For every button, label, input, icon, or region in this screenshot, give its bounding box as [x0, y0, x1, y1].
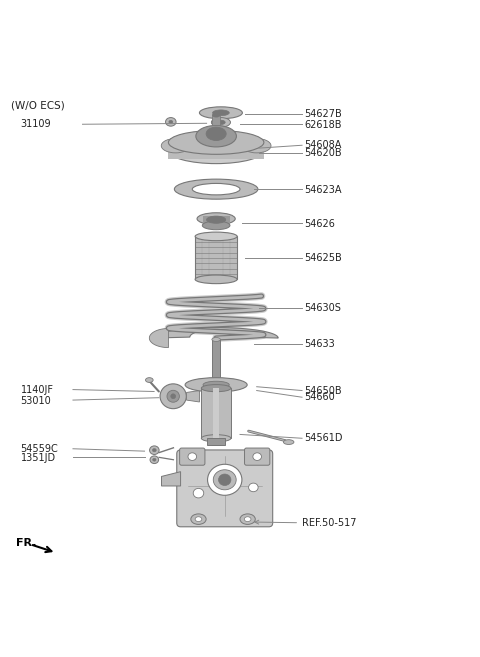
Ellipse shape	[160, 384, 186, 409]
Text: 54627B: 54627B	[304, 109, 342, 119]
Ellipse shape	[213, 110, 229, 116]
Ellipse shape	[168, 137, 264, 164]
Ellipse shape	[167, 390, 180, 402]
Polygon shape	[161, 472, 180, 486]
Text: REF.50-517: REF.50-517	[255, 518, 357, 528]
Polygon shape	[154, 328, 278, 338]
Text: 1140JF: 1140JF	[21, 384, 53, 395]
Ellipse shape	[199, 107, 242, 119]
Text: 54620B: 54620B	[304, 148, 342, 158]
FancyBboxPatch shape	[244, 448, 270, 465]
Ellipse shape	[253, 453, 262, 461]
Ellipse shape	[196, 125, 237, 147]
Ellipse shape	[203, 381, 229, 388]
Ellipse shape	[171, 394, 176, 399]
Ellipse shape	[197, 213, 235, 225]
FancyBboxPatch shape	[177, 450, 273, 527]
Text: 54559C: 54559C	[21, 443, 58, 454]
FancyBboxPatch shape	[180, 448, 205, 465]
Text: 54625B: 54625B	[304, 253, 342, 263]
Ellipse shape	[283, 440, 294, 445]
Ellipse shape	[201, 384, 231, 392]
Ellipse shape	[201, 435, 231, 442]
Ellipse shape	[206, 127, 226, 141]
Bar	[195, 237, 237, 279]
Ellipse shape	[191, 514, 206, 524]
Ellipse shape	[242, 139, 271, 153]
Ellipse shape	[145, 378, 153, 382]
Ellipse shape	[161, 139, 190, 153]
Ellipse shape	[212, 113, 220, 117]
Ellipse shape	[213, 470, 236, 490]
Ellipse shape	[174, 179, 258, 199]
Bar	[212, 115, 220, 125]
Bar	[201, 388, 231, 438]
Ellipse shape	[169, 120, 173, 124]
Ellipse shape	[193, 488, 204, 498]
Ellipse shape	[244, 517, 251, 522]
Ellipse shape	[150, 446, 159, 455]
Ellipse shape	[188, 453, 197, 461]
Bar	[203, 216, 229, 226]
Bar	[213, 388, 219, 438]
Text: FR.: FR.	[16, 538, 36, 548]
Text: 1351JD: 1351JD	[21, 453, 56, 463]
Ellipse shape	[192, 183, 240, 195]
Polygon shape	[149, 328, 168, 348]
Ellipse shape	[212, 338, 220, 342]
Ellipse shape	[202, 221, 230, 230]
Bar	[207, 438, 225, 445]
Ellipse shape	[185, 378, 247, 392]
Text: 54561D: 54561D	[304, 433, 343, 443]
Text: 54608A: 54608A	[304, 140, 342, 150]
Ellipse shape	[153, 449, 156, 452]
Ellipse shape	[211, 118, 230, 127]
Text: 62618B: 62618B	[304, 120, 342, 130]
Ellipse shape	[153, 459, 156, 461]
Text: 54660: 54660	[304, 392, 335, 402]
Text: 54626: 54626	[304, 219, 336, 229]
Ellipse shape	[207, 464, 242, 495]
Ellipse shape	[166, 118, 176, 126]
Text: 54630S: 54630S	[304, 303, 341, 313]
Ellipse shape	[195, 517, 202, 522]
Ellipse shape	[195, 232, 237, 240]
Text: 54623A: 54623A	[304, 185, 342, 195]
Ellipse shape	[240, 514, 255, 524]
Ellipse shape	[218, 474, 231, 486]
Ellipse shape	[195, 275, 237, 284]
Ellipse shape	[168, 131, 264, 154]
Text: 31109: 31109	[21, 120, 51, 129]
Text: 54650B: 54650B	[304, 386, 342, 396]
Text: (W/O ECS): (W/O ECS)	[11, 101, 65, 110]
Ellipse shape	[206, 216, 226, 223]
Text: 53010: 53010	[21, 396, 51, 406]
Bar	[212, 340, 220, 445]
Ellipse shape	[216, 120, 225, 124]
Polygon shape	[187, 390, 199, 402]
Text: 54633: 54633	[304, 339, 335, 349]
Ellipse shape	[249, 483, 258, 491]
Bar	[168, 145, 264, 158]
Ellipse shape	[150, 456, 158, 464]
